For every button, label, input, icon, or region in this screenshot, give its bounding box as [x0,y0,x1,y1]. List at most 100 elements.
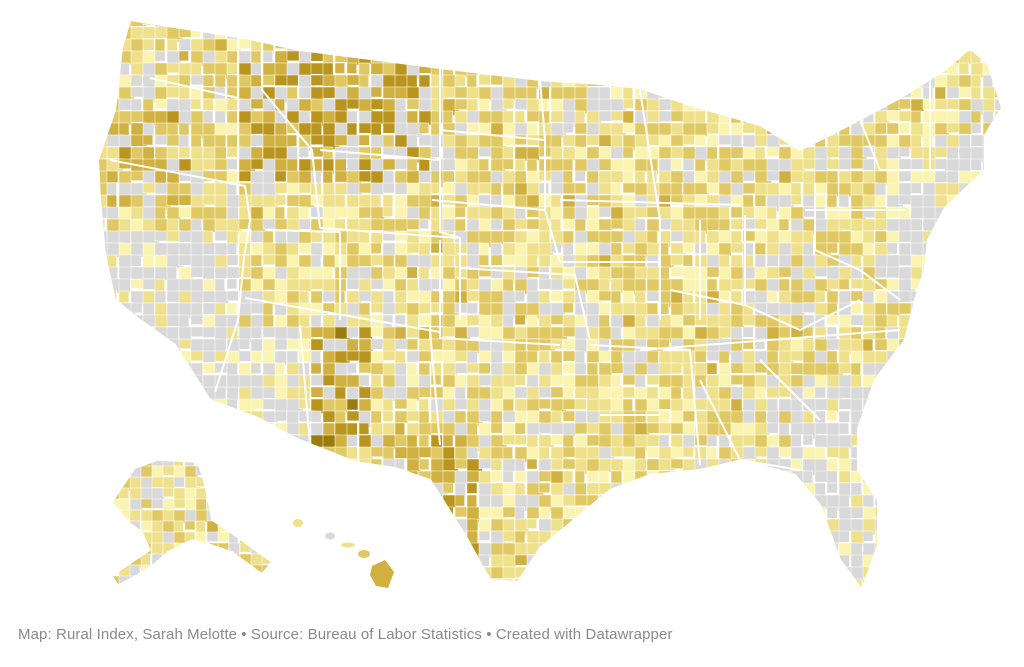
county-tile [610,242,622,256]
county-tile [406,158,418,172]
county-tile [994,314,1002,330]
county-tile [634,506,652,520]
county-tile [418,38,431,51]
county-tile [562,170,573,184]
county-tile [982,470,999,485]
county-tile [130,230,145,244]
county-tile [647,591,657,601]
county-tile [910,314,922,329]
county-tile [910,374,925,387]
county-tile [239,591,250,602]
county-tile [406,86,421,99]
county-tile [418,494,431,510]
county-tile [658,74,671,90]
county-tile [217,487,233,499]
county-tile [982,578,996,590]
county-tile [910,386,924,401]
county-tile [767,591,779,601]
county-tile [226,446,244,463]
county-tile [322,374,336,386]
county-tile [958,230,976,245]
county-tile [154,374,167,386]
county-tile [959,591,973,604]
county-tile [586,278,601,291]
county-tile [298,38,311,50]
county-tile [526,386,541,401]
county-tile [790,74,808,86]
county-tile [106,350,123,368]
county-tile [707,591,718,607]
county-tile [238,458,256,471]
county-tile [934,338,951,352]
county-tile [862,434,875,447]
county-tile [946,518,963,536]
county-tile [946,278,962,293]
county-tile [802,74,820,90]
county-tile [238,338,251,350]
county-tile [206,564,218,578]
county-tile [418,218,429,230]
county-tile [922,530,940,548]
county-tile [994,194,1002,211]
county-tile [706,350,720,361]
county-tile [454,446,469,461]
county-tile [910,566,928,579]
county-tile [430,50,448,67]
county-tile [694,506,711,518]
county-tile [646,542,661,556]
county-tile [778,494,789,508]
county-tile [250,518,263,530]
county-tile [958,218,973,234]
county-tile [970,386,984,404]
county-tile [934,518,947,530]
county-tile [502,26,516,41]
county-tile [358,206,371,219]
county-tile [228,509,240,525]
county-tile [574,182,587,194]
county-tile [466,26,480,42]
county-tile [418,20,431,26]
county-tile [166,218,179,232]
county-tile [658,26,671,42]
county-tile [526,566,538,580]
county-tile [778,290,792,304]
county-tile [490,254,503,266]
county-tile [106,338,124,354]
county-tile [154,206,166,220]
county-tile [538,62,556,74]
county-tile [886,458,905,471]
county-tile [526,398,540,412]
county-tile [179,591,192,604]
county-tile [466,470,481,483]
county-tile [323,591,334,606]
county-tile [862,422,874,436]
county-tile [718,20,735,31]
county-tile [418,506,433,521]
county-tile [706,158,721,172]
county-tile [898,386,912,401]
county-tile [418,386,431,398]
county-tile [898,98,911,110]
county-tile [886,578,904,590]
county-tile [598,578,615,590]
county-tile [274,494,290,507]
county-tile [273,576,285,589]
county-tile [106,326,119,343]
county-tile [166,398,178,416]
county-tile [754,50,772,68]
county-tile [718,578,734,590]
county-tile [934,266,945,279]
county-tile [274,506,290,522]
county-tile [934,50,951,68]
county-tile [154,446,168,461]
county-tile [273,488,286,502]
county-tile [922,554,939,571]
county-tile [228,476,244,490]
county-tile [874,26,887,40]
county-tile [346,38,359,52]
county-tile [862,530,874,542]
county-tile [922,326,935,342]
county-tile [310,74,325,86]
county-tile [142,302,155,316]
county-tile [670,482,688,494]
